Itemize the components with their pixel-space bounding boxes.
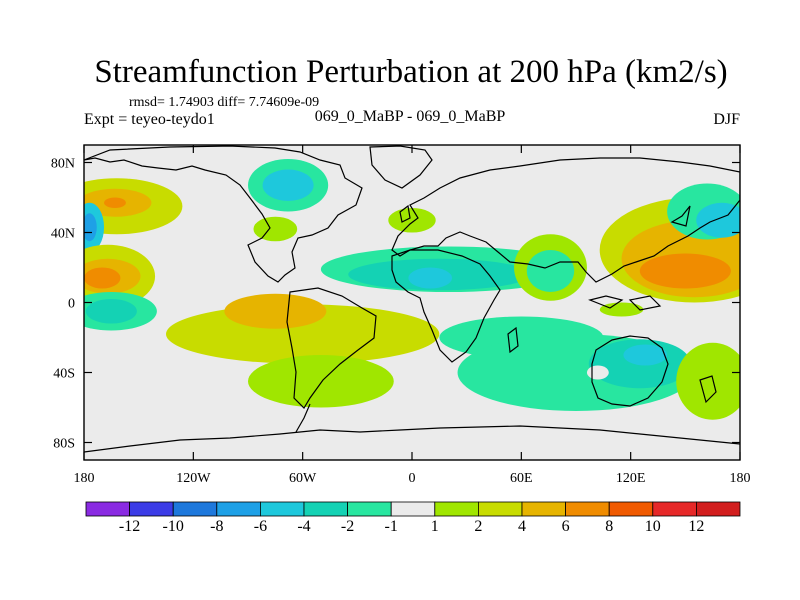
australia-outline: [591, 335, 669, 407]
colorbar-label-11: 8: [605, 518, 613, 535]
colorbar-box-13: [652, 501, 697, 517]
x-tick-label-3: 0: [409, 471, 416, 486]
chart-title: Streamfunction Perturbation at 200 hPa (…: [94, 54, 727, 90]
colorbar-label-3: -6: [254, 518, 267, 535]
colorbar-box-2: [172, 501, 218, 517]
anomaly-field-16: [526, 250, 575, 292]
x-tick-label-0: 180: [74, 471, 95, 486]
eurasia-outline: [391, 157, 740, 283]
map-area: [83, 144, 741, 461]
anomaly-field-23: [224, 293, 327, 329]
greenland-outline: [369, 145, 433, 189]
anomaly-field-8: [253, 216, 298, 242]
colorbar-box-3: [216, 501, 261, 517]
continent-outlines: [84, 145, 740, 453]
anomaly-field-4: [84, 213, 97, 242]
colorbar-box-7: [390, 501, 436, 517]
anomaly-field-21: [696, 202, 740, 238]
antarctica-outline: [84, 425, 740, 453]
north-america-outline: [84, 145, 363, 283]
y-tick-label-2: 0: [68, 297, 75, 312]
x-tick-label-2: 60W: [289, 471, 317, 486]
colorbar-box-12: [608, 501, 654, 517]
colorbar-box-11: [565, 501, 610, 517]
colorbar-label-9: 4: [518, 518, 526, 535]
colorbar-label-8: 2: [474, 518, 482, 535]
colorbar-label-5: -2: [341, 518, 354, 535]
anomaly-field-32: [599, 302, 644, 317]
colorbar-box-5: [303, 501, 348, 517]
colorbar-box-14: [696, 501, 741, 517]
colorbar-label-7: 1: [431, 518, 439, 535]
case-label: 069_0_MaBP - 069_0_MaBP: [315, 108, 506, 125]
anomaly-fields: [84, 159, 740, 420]
antarctic-peninsula-outline: [295, 403, 311, 433]
colorbar-box-4: [259, 501, 305, 517]
colorbar-box-8: [434, 501, 479, 517]
y-tick-label-4: 80S: [53, 437, 75, 452]
japan-outline: [670, 205, 691, 227]
anomaly-field-13: [408, 267, 453, 289]
anomaly-field-19: [639, 253, 731, 289]
colorbar-label-12: 10: [645, 518, 661, 535]
x-tick-label-6: 180: [730, 471, 751, 486]
y-tick-label-1: 40N: [51, 227, 75, 242]
map-background: [84, 145, 740, 460]
anomaly-field-33: [676, 342, 740, 420]
colorbar-label-4: -4: [297, 518, 310, 535]
colorbar-label-13: 12: [688, 518, 704, 535]
anomaly-field-25: [85, 299, 137, 324]
y-tick-label-3: 40S: [53, 367, 75, 382]
anomaly-field-2: [104, 197, 126, 208]
colorbar-label-0: -12: [119, 518, 140, 535]
colorbar-label-1: -10: [163, 518, 184, 535]
colorbar-label-10: 6: [562, 518, 570, 535]
colorbar-label-6: -1: [385, 518, 398, 535]
colorbar-box-0: [85, 501, 130, 517]
colorbar: -12 -10 -8 -6 -4 -2 -1 1 2 4 6 8 10 12: [85, 501, 741, 535]
experiment-label: Expt = teyeo-teydo1: [84, 111, 215, 128]
x-tick-label-5: 120E: [616, 471, 646, 486]
anomaly-field-7: [84, 267, 121, 289]
colorbar-label-2: -8: [210, 518, 223, 535]
x-tick-label-4: 60E: [510, 471, 533, 486]
map-axes: 180 120W 60W 0 60E 120E 180 80N 40N 0 40S 80S: [51, 145, 751, 486]
anomaly-field-26: [248, 355, 394, 408]
indonesia-outline: [588, 295, 662, 311]
south-america-outline: [286, 287, 377, 409]
colorbar-box-10: [521, 501, 566, 517]
x-tick-label-1: 120W: [176, 471, 211, 486]
anomaly-field-10: [262, 169, 314, 201]
anomaly-field-31: [586, 365, 609, 380]
anomaly-field-30: [623, 344, 668, 366]
stats-line: rmsd= 1.74903 diff= 7.74609e-09: [129, 95, 319, 110]
new-zealand-outline: [699, 375, 717, 404]
season-label: DJF: [713, 111, 740, 128]
anomaly-field-14: [388, 208, 436, 233]
uk-outline: [399, 204, 411, 223]
madagascar-outline: [507, 326, 519, 354]
colorbar-box-1: [129, 501, 174, 517]
colorbar-box-9: [477, 501, 523, 517]
y-tick-label-0: 80N: [51, 157, 75, 172]
colorbar-box-6: [347, 501, 392, 517]
africa-outline: [391, 249, 501, 363]
